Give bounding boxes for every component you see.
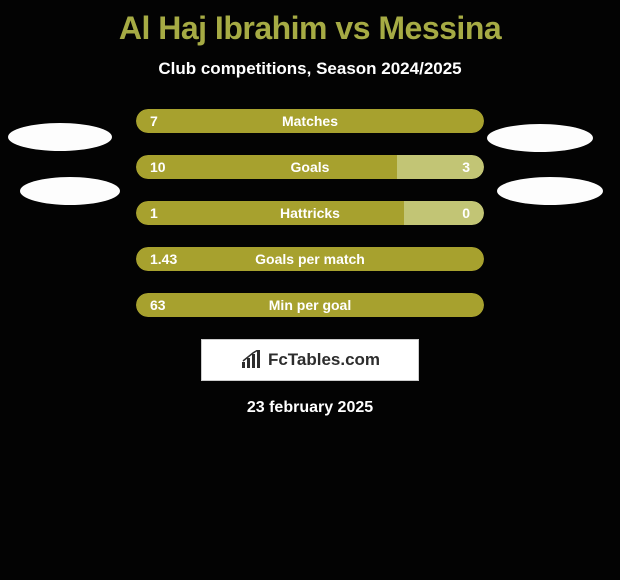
stat-bar-right — [404, 201, 484, 225]
stat-row: 1 0 Hattricks — [136, 201, 484, 225]
logo-box: FcTables.com — [201, 339, 419, 381]
stat-label: Goals — [291, 159, 330, 175]
stat-label: Matches — [282, 113, 338, 129]
decorative-oval — [487, 124, 593, 152]
stat-row: 1.43 Goals per match — [136, 247, 484, 271]
decorative-oval — [497, 177, 603, 205]
stat-label: Hattricks — [280, 205, 340, 221]
stat-value-left: 1.43 — [150, 251, 177, 267]
stat-row: 10 3 Goals — [136, 155, 484, 179]
decorative-oval — [8, 123, 112, 151]
bar-chart-icon — [240, 350, 264, 370]
page-title: Al Haj Ibrahim vs Messina — [0, 0, 620, 47]
stat-value-right: 3 — [462, 159, 470, 175]
stat-bar-left — [136, 201, 404, 225]
stat-row: 7 Matches — [136, 109, 484, 133]
logo-text: FcTables.com — [268, 350, 380, 370]
stat-label: Min per goal — [269, 297, 351, 313]
stat-value-left: 10 — [150, 159, 166, 175]
stat-bar-left — [136, 155, 397, 179]
stat-label: Goals per match — [255, 251, 365, 267]
stat-value-left: 63 — [150, 297, 166, 313]
decorative-oval — [20, 177, 120, 205]
date-text: 23 february 2025 — [0, 399, 620, 417]
infographic-container: Al Haj Ibrahim vs Messina Club competiti… — [0, 0, 620, 580]
stat-row: 63 Min per goal — [136, 293, 484, 317]
stat-value-right: 0 — [462, 205, 470, 221]
stat-value-left: 7 — [150, 113, 158, 129]
subtitle: Club competitions, Season 2024/2025 — [0, 59, 620, 79]
stat-bar-right — [397, 155, 484, 179]
stat-value-left: 1 — [150, 205, 158, 221]
stat-rows: 7Matches103Goals10Hattricks1.43Goals per… — [136, 109, 484, 317]
